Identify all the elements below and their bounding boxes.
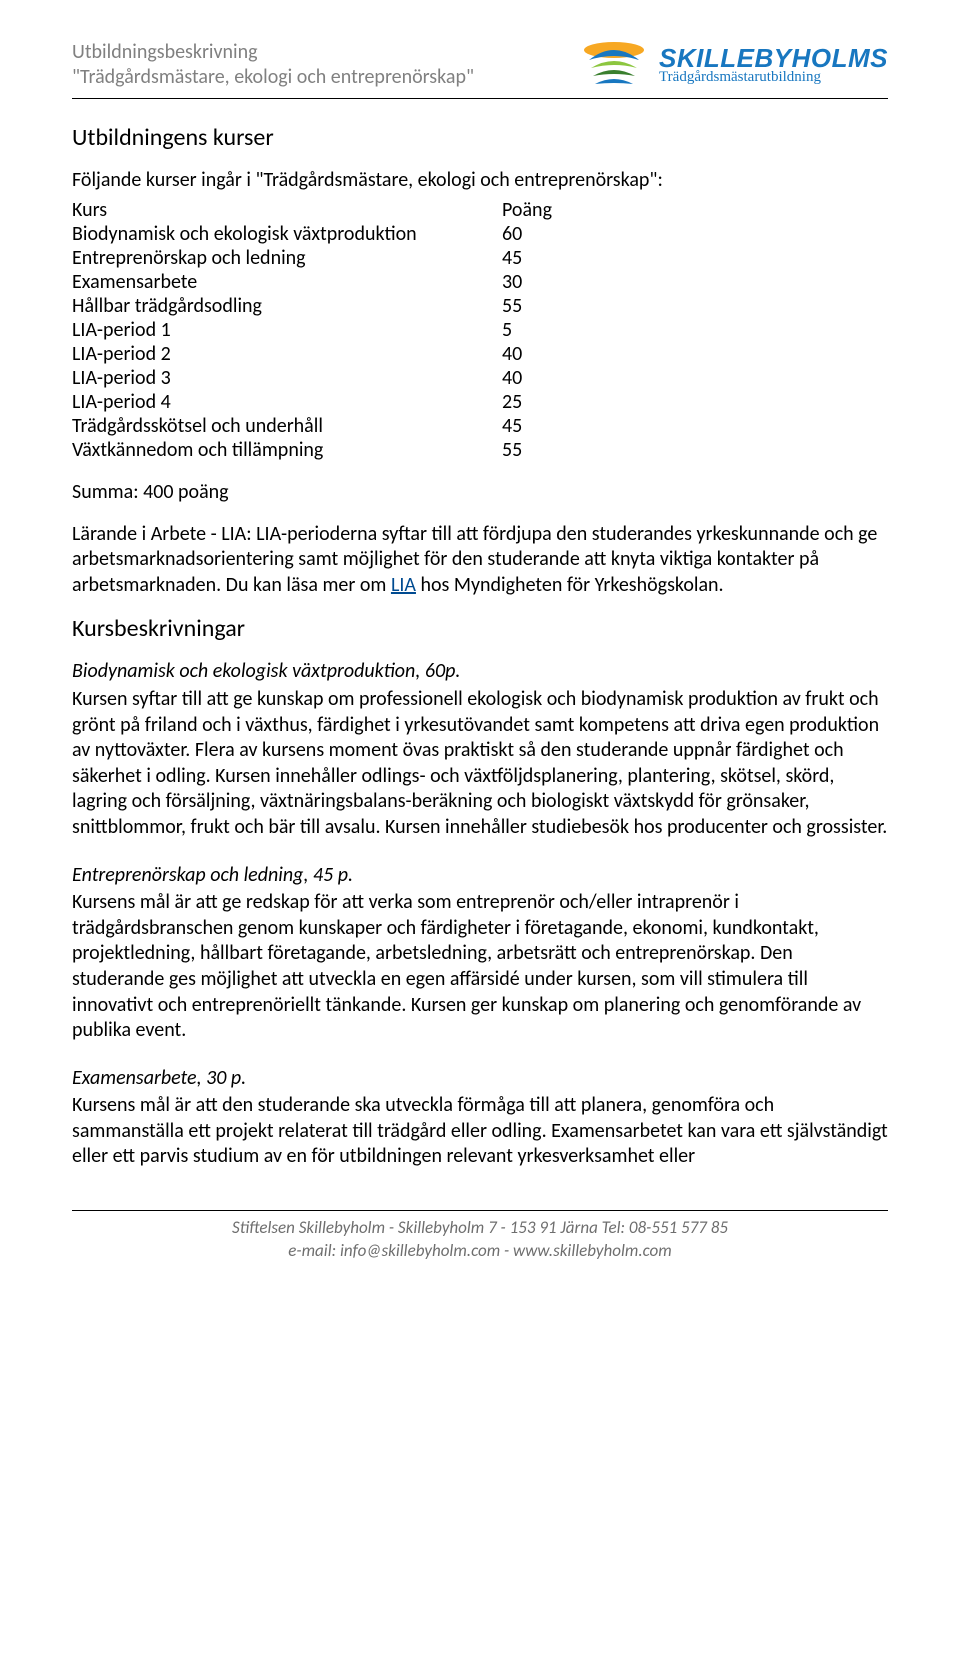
col-header-points: Poäng	[502, 198, 582, 222]
brand-main-text: SKILLEBYHOLMS	[659, 46, 888, 71]
lia-para-after: hos Myndigheten för Yrkeshögskolan.	[416, 573, 724, 597]
table-row: Växtkännedom och tillämpning55	[72, 438, 582, 462]
col-header-kurs: Kurs	[72, 198, 502, 222]
summa-line: Summa: 400 poäng	[72, 480, 888, 504]
table-row: LIA-period 425	[72, 390, 582, 414]
table-row: Trädgårdsskötsel och underhåll45	[72, 414, 582, 438]
lia-link[interactable]: LIA	[391, 573, 416, 597]
doc-header-text: Utbildningsbeskrivning "Trädgårdsmästare…	[72, 40, 474, 90]
table-row: LIA-period 240	[72, 342, 582, 366]
kursbeskrivningar-heading: Kursbeskrivningar	[72, 614, 888, 643]
footer-line1: Stiftelsen Skillebyholm - Skillebyholm 7…	[72, 1217, 888, 1240]
course-body: Kursen syftar till att ge kunskap om pro…	[72, 687, 888, 841]
table-row: Biodynamisk och ekologisk växtproduktion…	[72, 222, 582, 246]
footer-line2: e-mail: info@skillebyholm.com - www.skil…	[72, 1240, 888, 1263]
course-body: Kursens mål är att ge redskap för att ve…	[72, 890, 888, 1044]
table-row: Examensarbete30	[72, 270, 582, 294]
course-table: Kurs Poäng Biodynamisk och ekologisk väx…	[72, 198, 582, 462]
table-row: Kurs Poäng	[72, 198, 582, 222]
header-line2: "Trädgårdsmästare, ekologi och entrepren…	[72, 65, 474, 90]
table-row: LIA-period 340	[72, 366, 582, 390]
course-title: Examensarbete, 30 p.	[72, 1066, 888, 1092]
course-title: Entreprenörskap och ledning, 45 p.	[72, 863, 888, 889]
table-row: LIA-period 15	[72, 318, 582, 342]
course-title: Biodynamisk och ekologisk växtproduktion…	[72, 659, 888, 685]
intro-paragraph: Följande kurser ingår i "Trädgårdsmästar…	[72, 168, 888, 194]
leaf-logo-icon	[579, 40, 649, 92]
top-divider	[72, 98, 888, 99]
table-row: Entreprenörskap och ledning45	[72, 246, 582, 270]
header-line1: Utbildningsbeskrivning	[72, 40, 474, 65]
section-heading: Utbildningens kurser	[72, 123, 888, 152]
course-body: Kursens mål är att den studerande ska ut…	[72, 1093, 888, 1170]
footer-divider	[72, 1210, 888, 1211]
lia-paragraph: Lärande i Arbete - LIA: LIA-perioderna s…	[72, 522, 888, 599]
table-row: Hållbar trädgårdsodling55	[72, 294, 582, 318]
brand-logo-block: SKILLEBYHOLMS Trädgårdsmästarutbildning	[579, 40, 888, 92]
page-footer: Stiftelsen Skillebyholm - Skillebyholm 7…	[72, 1210, 888, 1263]
